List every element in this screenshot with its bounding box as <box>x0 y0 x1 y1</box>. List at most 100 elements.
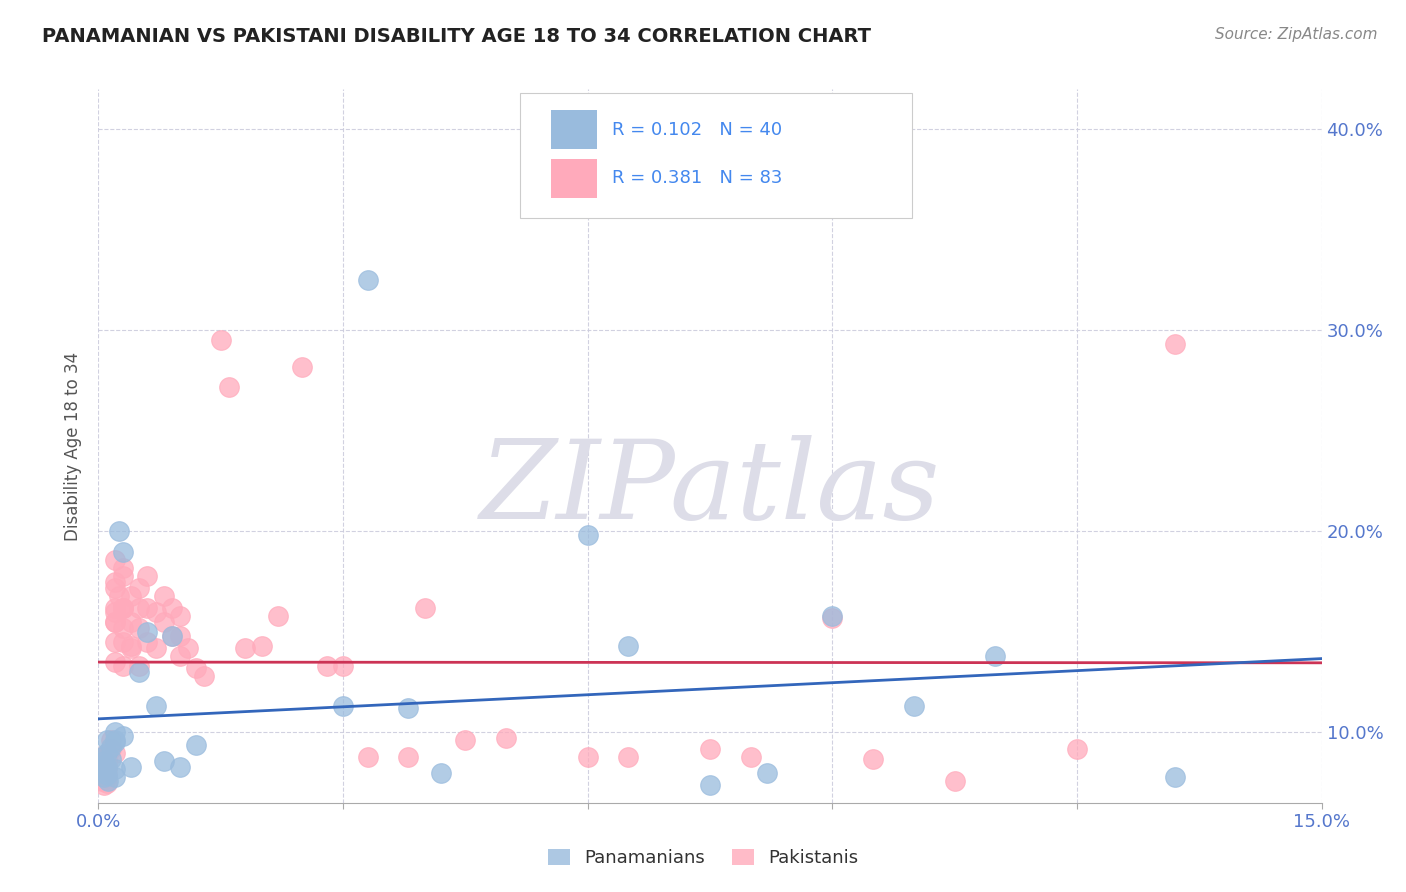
Point <box>120 640 142 655</box>
Text: Source: ZipAtlas.com: Source: ZipAtlas.com <box>1215 27 1378 42</box>
Point <box>136 624 159 639</box>
Point <box>104 746 127 760</box>
Point <box>396 701 419 715</box>
Point <box>699 741 721 756</box>
Text: ZIPatlas: ZIPatlas <box>479 435 941 542</box>
Point <box>104 605 127 619</box>
Point <box>104 635 127 649</box>
Point <box>160 629 183 643</box>
Point <box>96 746 118 760</box>
Point <box>136 635 159 649</box>
Point <box>145 640 167 655</box>
Point <box>128 600 150 615</box>
Y-axis label: Disability Age 18 to 34: Disability Age 18 to 34 <box>65 351 83 541</box>
Point <box>96 757 118 772</box>
Point <box>1164 337 1187 351</box>
Point <box>250 639 273 653</box>
Point <box>104 733 127 747</box>
Point <box>332 659 354 673</box>
Point <box>136 600 159 615</box>
Point <box>617 749 640 764</box>
Point <box>90 765 112 780</box>
Point <box>1066 741 1088 756</box>
Point <box>104 762 127 776</box>
Point <box>94 757 117 772</box>
Point <box>120 589 142 603</box>
Point <box>169 759 191 773</box>
Point <box>169 629 191 643</box>
Point <box>91 749 114 764</box>
Point <box>96 759 118 773</box>
Point <box>193 669 215 683</box>
Point <box>96 754 118 768</box>
Point <box>111 600 134 615</box>
Point <box>120 759 142 773</box>
Point <box>111 621 134 635</box>
Point <box>699 778 721 792</box>
Point <box>291 359 314 374</box>
Point <box>396 749 419 764</box>
Point <box>186 661 208 675</box>
Point <box>160 600 183 615</box>
Point <box>108 524 131 539</box>
Point <box>104 615 127 629</box>
Point <box>495 731 517 746</box>
Point <box>128 581 150 595</box>
Point <box>617 639 640 653</box>
Point <box>356 273 378 287</box>
Point <box>218 380 240 394</box>
Point <box>186 738 208 752</box>
Point <box>740 749 762 764</box>
Point <box>160 629 183 643</box>
Point <box>120 639 142 653</box>
Point <box>91 762 114 776</box>
Point <box>128 621 150 635</box>
Point <box>91 773 114 788</box>
Point <box>100 751 122 765</box>
Point <box>177 640 200 655</box>
Point <box>111 544 134 558</box>
Point <box>100 733 122 747</box>
Point <box>96 759 118 773</box>
Point <box>96 751 118 765</box>
Point <box>96 767 118 781</box>
Point <box>111 600 134 615</box>
Point <box>576 528 599 542</box>
Point <box>96 762 118 776</box>
Point <box>1164 770 1187 784</box>
Point <box>152 589 174 603</box>
Point <box>120 615 142 629</box>
Point <box>104 725 127 739</box>
Point <box>152 615 174 629</box>
Point <box>104 600 127 615</box>
Point <box>93 754 115 768</box>
Point <box>756 765 779 780</box>
Point <box>96 775 118 789</box>
Text: PANAMANIAN VS PAKISTANI DISABILITY AGE 18 TO 34 CORRELATION CHART: PANAMANIAN VS PAKISTANI DISABILITY AGE 1… <box>42 27 872 45</box>
Point <box>356 749 378 764</box>
Point <box>413 600 436 615</box>
Point <box>96 770 118 784</box>
Point <box>145 699 167 714</box>
Point <box>104 574 127 589</box>
Point <box>96 733 118 747</box>
Point <box>943 773 966 788</box>
Point <box>111 600 134 615</box>
Point <box>454 733 477 747</box>
FancyBboxPatch shape <box>520 93 912 218</box>
Point <box>152 754 174 768</box>
Text: R = 0.381   N = 83: R = 0.381 N = 83 <box>612 169 783 187</box>
Point <box>104 655 127 669</box>
Point <box>96 746 118 760</box>
Point <box>91 749 114 764</box>
Point <box>111 635 134 649</box>
Point <box>233 640 256 655</box>
FancyBboxPatch shape <box>551 159 598 198</box>
Point <box>128 665 150 680</box>
Legend: Panamanians, Pakistanis: Panamanians, Pakistanis <box>541 841 865 874</box>
Point <box>90 759 112 773</box>
Point <box>821 611 844 625</box>
Point <box>862 751 884 765</box>
Point <box>96 767 118 781</box>
Point <box>821 608 844 623</box>
